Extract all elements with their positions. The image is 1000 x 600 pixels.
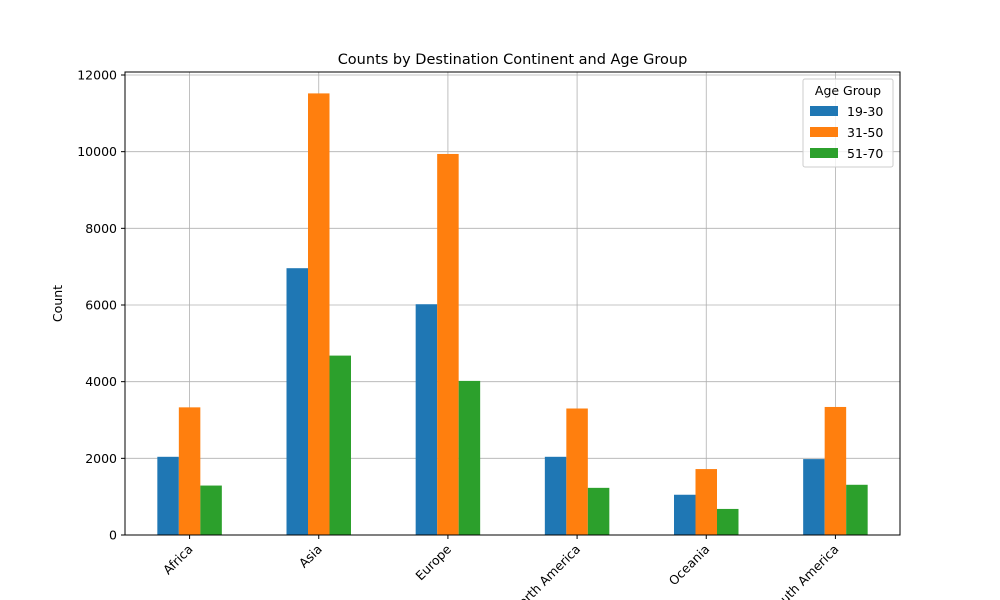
bar-51-70-oceania bbox=[717, 508, 739, 535]
bar-51-70-north-america bbox=[587, 487, 610, 535]
legend-label: 19-30 bbox=[847, 104, 883, 119]
legend-title: Age Group bbox=[815, 83, 881, 98]
legend-swatch bbox=[810, 106, 838, 116]
y-axis-label: Count bbox=[50, 285, 65, 322]
x-tick-label: Europe bbox=[412, 541, 454, 583]
bar-19-30-africa bbox=[157, 456, 179, 535]
y-tick-label: 4000 bbox=[85, 374, 117, 389]
legend-swatch bbox=[810, 127, 838, 137]
bar-19-30-europe bbox=[415, 304, 438, 535]
bar-19-30-south-america bbox=[803, 459, 825, 535]
x-tick-label: Africa bbox=[160, 542, 196, 578]
bar-31-50-north-america bbox=[566, 408, 588, 535]
legend-swatch bbox=[810, 148, 838, 158]
x-tick-label: Asia bbox=[296, 542, 325, 571]
x-tick-label: South America bbox=[766, 542, 842, 600]
x-tick-label: North America bbox=[509, 542, 584, 600]
bar-19-30-north-america bbox=[544, 456, 567, 535]
legend-box bbox=[802, 78, 894, 168]
legend-label: 31-50 bbox=[847, 125, 883, 140]
y-tick-label: 6000 bbox=[85, 298, 117, 313]
bar-31-50-asia bbox=[308, 93, 330, 536]
y-axis: 0 2000 4000 6000 8000 10000 12000 bbox=[77, 68, 125, 543]
y-tick-label: 12000 bbox=[77, 68, 117, 83]
bar-51-70-africa bbox=[200, 485, 222, 535]
bar-31-50-europe bbox=[437, 153, 459, 535]
bar-51-70-asia bbox=[329, 355, 351, 535]
chart-title: Counts by Destination Continent and Age … bbox=[338, 52, 688, 68]
grid bbox=[125, 72, 900, 536]
legend: Age Group 19-30 31-50 51-70 bbox=[802, 78, 894, 168]
x-tick-label: Oceania bbox=[666, 542, 713, 589]
x-axis: Africa Asia Europe North America Oceania Sout… bbox=[160, 535, 842, 600]
bar-51-70-south-america bbox=[846, 484, 868, 535]
plot-frame bbox=[124, 71, 901, 536]
legend-label: 51-70 bbox=[847, 146, 883, 161]
y-tick-label: 8000 bbox=[85, 221, 117, 236]
bar-19-30-oceania bbox=[674, 494, 696, 535]
bar-31-50-oceania bbox=[695, 469, 717, 535]
bar-51-70-europe bbox=[458, 380, 481, 535]
y-tick-label: 10000 bbox=[77, 144, 117, 159]
bar-19-30-asia bbox=[286, 268, 308, 535]
bar-31-50-south-america bbox=[824, 406, 847, 535]
bar-31-50-africa bbox=[178, 407, 201, 535]
y-tick-label: 0 bbox=[109, 528, 117, 543]
bars bbox=[157, 93, 868, 536]
y-tick-label: 2000 bbox=[85, 451, 117, 466]
